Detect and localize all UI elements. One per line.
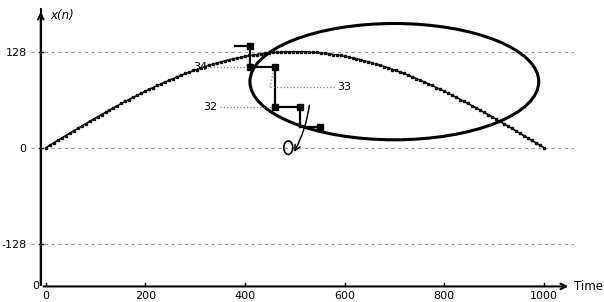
Text: 34: 34 (193, 62, 208, 72)
Text: Time: Time (574, 280, 603, 293)
Text: 32: 32 (204, 102, 217, 112)
Text: 33: 33 (337, 82, 351, 92)
Text: x(n): x(n) (51, 9, 74, 22)
Text: 0: 0 (32, 281, 39, 291)
